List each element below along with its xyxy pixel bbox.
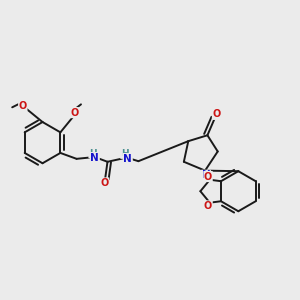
- Text: O: O: [19, 101, 27, 111]
- Text: N: N: [202, 170, 210, 180]
- Text: O: O: [100, 178, 109, 188]
- Text: H: H: [89, 149, 97, 158]
- Text: O: O: [70, 108, 78, 118]
- Text: O: O: [204, 172, 212, 182]
- Text: N: N: [123, 154, 132, 164]
- Text: O: O: [204, 201, 212, 211]
- Text: O: O: [212, 110, 221, 119]
- Text: H: H: [121, 149, 128, 158]
- Text: N: N: [91, 153, 99, 163]
